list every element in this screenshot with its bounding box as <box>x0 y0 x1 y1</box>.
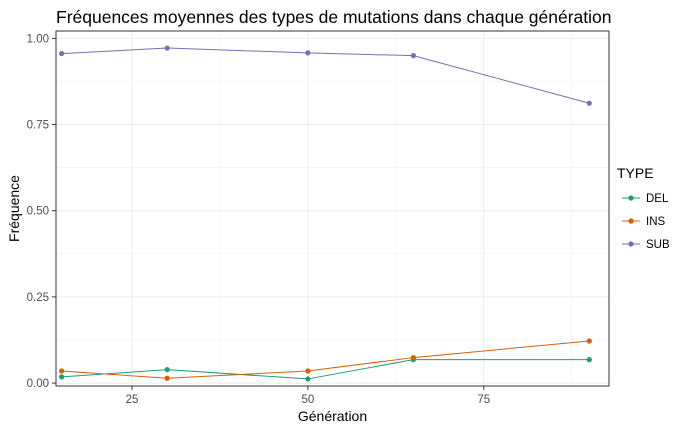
legend-item-sub: SUB <box>622 239 670 251</box>
axes: 25 50 75 0.00 0.25 0.50 0.75 1.00 <box>27 33 491 406</box>
legend-label-ins: INS <box>646 216 666 228</box>
plot-panel-border <box>55 30 610 387</box>
y-axis-title: Fréquence <box>6 175 22 242</box>
data-point-ins <box>164 375 170 381</box>
y-tick-label: 1.00 <box>27 33 49 45</box>
data-point-sub <box>305 50 311 56</box>
data-point-ins <box>59 368 65 374</box>
data-point-sub <box>59 50 65 57</box>
legend: TYPE DEL INS SUB <box>617 165 670 251</box>
legend-label-del: DEL <box>646 193 669 205</box>
data-point-sub <box>410 53 417 59</box>
legend-item-del: DEL <box>622 193 669 205</box>
data-point-ins <box>586 338 592 344</box>
y-tick-label: 0.75 <box>27 120 49 132</box>
x-tick-label: 25 <box>126 394 139 406</box>
chart-title: Fréquences moyennes des types de mutatio… <box>56 7 612 27</box>
x-tick-label: 75 <box>477 394 490 406</box>
legend-item-ins: INS <box>622 216 666 228</box>
grid-lines <box>56 31 609 386</box>
legend-title: TYPE <box>617 165 654 181</box>
data-point-del <box>59 374 65 380</box>
data-point-ins <box>410 354 417 361</box>
data-point-ins <box>305 368 311 374</box>
series-sub <box>59 45 592 106</box>
series-ins <box>59 338 592 381</box>
data-point-del <box>586 357 592 363</box>
y-tick-label: 0.00 <box>27 378 49 390</box>
y-tick-label: 0.50 <box>27 206 49 218</box>
data-point-del <box>164 367 170 373</box>
series-del <box>59 357 592 382</box>
x-axis-title: Génération <box>298 408 367 424</box>
legend-key-point-ins <box>628 218 634 224</box>
x-tick-label: 50 <box>301 394 314 406</box>
data-point-sub <box>164 45 170 51</box>
data-point-sub <box>586 100 592 106</box>
y-tick-label: 0.25 <box>27 292 49 304</box>
data-series <box>59 45 592 382</box>
data-point-del <box>305 376 311 382</box>
legend-key-point-del <box>628 195 634 201</box>
legend-label-sub: SUB <box>646 239 670 251</box>
legend-key-point-sub <box>628 241 634 247</box>
